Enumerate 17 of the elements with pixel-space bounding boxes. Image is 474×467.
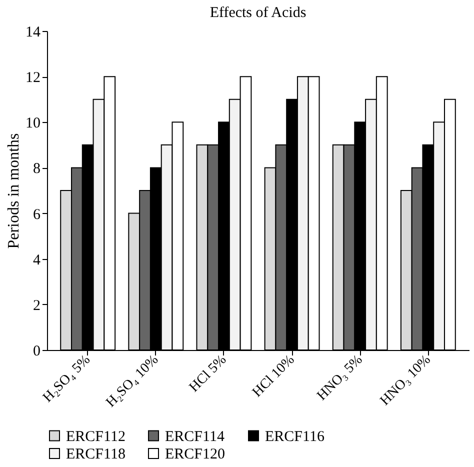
- y-tick-label: 12: [26, 70, 40, 86]
- chart-title: Effects of Acids: [210, 5, 306, 21]
- y-tick-label: 6: [33, 206, 41, 223]
- x-tick-label: HCl 10%: [250, 352, 298, 400]
- y-tick-label: 10: [26, 116, 40, 132]
- y-tick-label: 0: [33, 344, 40, 360]
- legend-label: ERCF120: [165, 446, 226, 462]
- y-axis-title: Periods in months: [6, 133, 22, 249]
- y-tick-label: 4: [33, 252, 41, 268]
- legend-label: ERCF116: [265, 428, 325, 445]
- legend-label: ERCF112: [66, 428, 126, 445]
- y-tick-label: 14: [26, 24, 41, 40]
- legend-label: ERCF114: [165, 428, 225, 445]
- y-tick-label: 8: [33, 161, 40, 178]
- legend-label: ERCF118: [66, 446, 126, 462]
- y-tick-label: 2: [33, 298, 40, 314]
- x-tick-label: HCl 5%: [186, 352, 230, 396]
